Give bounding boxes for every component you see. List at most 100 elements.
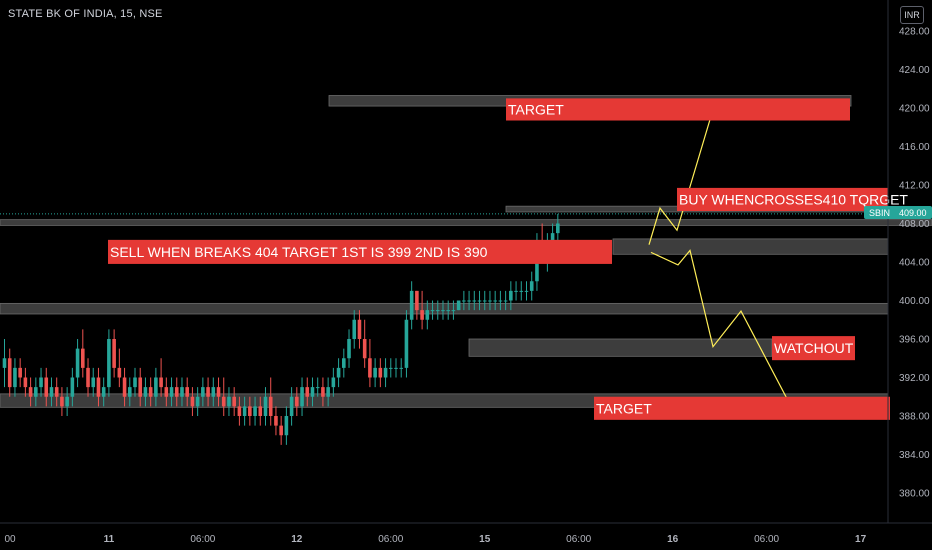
candle-body <box>190 396 195 407</box>
sell-label-text: SELL WHEN BREAKS 404 TARGET 1ST IS 399 2… <box>110 244 488 260</box>
target-bottom-label: TARGET <box>594 396 890 420</box>
time-axis[interactable]: 00 11 06:00 12 06:00 15 06:00 16 06:00 17 <box>5 534 867 545</box>
candle-body <box>91 377 96 388</box>
y-tick-label: 384.00 <box>899 450 930 461</box>
candle-body <box>227 396 231 407</box>
candle-body <box>503 300 508 302</box>
candle-body <box>310 387 315 397</box>
candle-body <box>216 387 221 397</box>
candle-body <box>519 290 524 292</box>
candle-body <box>425 310 430 320</box>
candle-body <box>451 310 456 312</box>
price-tag-value: 409.00 <box>899 208 927 218</box>
candle-body <box>143 387 148 397</box>
candle-body <box>550 233 555 243</box>
candle-body <box>263 396 268 416</box>
candle-body <box>274 416 278 426</box>
candle-body <box>112 339 116 368</box>
candle-body <box>122 377 127 397</box>
y-tick-label: 428.00 <box>899 27 930 38</box>
candle-body <box>159 377 163 388</box>
target-bottom-label-bg <box>594 396 890 420</box>
x-tick-label: 06:00 <box>378 534 403 545</box>
candle-body <box>174 387 179 397</box>
y-tick-label: 404.00 <box>899 258 930 269</box>
y-tick-label: 412.00 <box>899 181 930 192</box>
candle-body <box>81 348 85 368</box>
candle-body <box>524 290 529 292</box>
candle-body <box>28 387 33 397</box>
candle-body <box>415 290 419 311</box>
candle-body <box>211 387 216 397</box>
x-tick-label: 17 <box>855 534 867 545</box>
candle-body <box>378 367 383 378</box>
y-tick-label: 388.00 <box>899 412 930 423</box>
candle-body <box>556 223 560 234</box>
candle-body <box>347 339 351 359</box>
candle-body <box>456 300 461 311</box>
candle-body <box>498 300 503 302</box>
y-tick-label: 380.00 <box>899 489 930 500</box>
candle-body <box>435 310 440 312</box>
candle-body <box>70 377 75 397</box>
candle-body <box>509 290 513 301</box>
candle-body <box>248 406 252 416</box>
buy-label: BUY WHENCROSSES410 TQRGET <box>677 187 908 211</box>
candle-body <box>86 367 90 388</box>
candle-body <box>18 367 22 378</box>
chart-title: STATE BK OF INDIA, 15, NSE <box>8 8 163 20</box>
watchout-label: WATCHOUT <box>772 336 855 361</box>
candle-body <box>23 377 28 388</box>
price-tag-symbol: SBIN <box>869 208 890 218</box>
candle-body <box>221 396 226 407</box>
candle-body <box>34 387 38 397</box>
candle-body <box>180 387 184 397</box>
projection-down-line <box>650 249 788 399</box>
y-tick-label: 420.00 <box>899 104 930 115</box>
candle-body <box>315 387 320 389</box>
candle-body <box>331 377 336 388</box>
projection-layer <box>648 119 788 399</box>
candle-body <box>373 367 377 378</box>
x-tick-label: 06:00 <box>190 534 215 545</box>
candle-body <box>305 387 310 397</box>
candle-body <box>253 406 257 416</box>
candle-body <box>44 377 49 397</box>
candle-body <box>279 425 283 436</box>
candle-body <box>49 387 54 397</box>
candle-body <box>65 396 69 407</box>
candle-body <box>441 310 445 312</box>
candle-body <box>117 367 122 378</box>
candle-body <box>514 290 518 292</box>
candle-body <box>368 358 372 378</box>
x-tick-label: 11 <box>104 534 115 545</box>
buy-label-bg <box>677 187 888 211</box>
candle-body <box>284 416 289 436</box>
candle-body <box>169 387 174 397</box>
candle-body <box>7 358 12 388</box>
candle-body <box>493 300 497 302</box>
candle-body <box>300 387 304 407</box>
y-tick-label: 396.00 <box>899 335 930 346</box>
candle-body <box>446 310 450 312</box>
candle-body <box>258 406 263 416</box>
zone-405 <box>612 238 889 255</box>
price-axis[interactable]: 428.00 424.00 420.00 416.00 412.00 408.00 404.… <box>899 27 930 500</box>
candle-body <box>96 377 101 397</box>
candle-body <box>107 339 111 388</box>
y-tick-label: 400.00 <box>899 296 930 307</box>
sell-label: SELL WHEN BREAKS 404 TARGET 1ST IS 399 2… <box>108 239 612 264</box>
candle-body <box>60 396 64 407</box>
candle-body <box>154 377 158 397</box>
candle-body <box>420 310 424 320</box>
x-tick-label: 16 <box>667 534 679 545</box>
currency-button[interactable]: INR <box>900 6 924 24</box>
candle-body <box>206 387 210 397</box>
y-tick-label: 408.00 <box>899 219 930 230</box>
x-tick-label: 12 <box>291 534 303 545</box>
y-tick-label: 416.00 <box>899 142 930 153</box>
price-tag: SBIN 409.00 <box>864 206 932 219</box>
candle-body <box>242 406 247 416</box>
zone-408 <box>0 219 932 226</box>
